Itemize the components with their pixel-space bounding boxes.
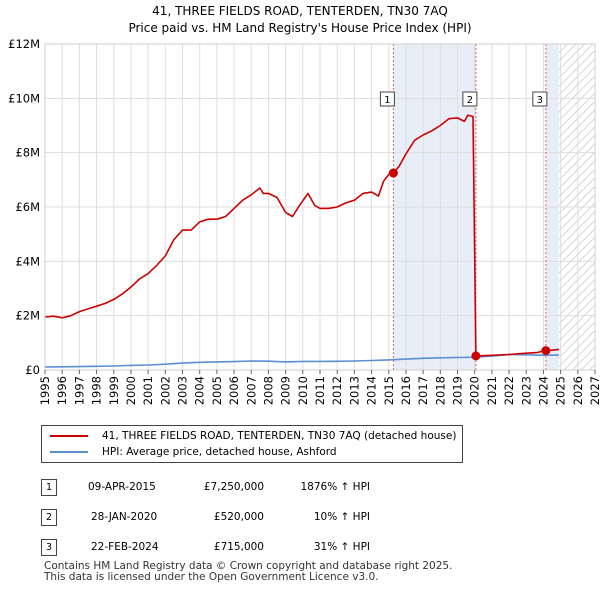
x-tick-label: 2010	[296, 376, 310, 405]
x-tick-label: 1996	[55, 376, 69, 405]
transaction-price: £715,000	[213, 541, 264, 553]
x-tick-label: 2026	[571, 376, 585, 405]
annotation-box	[462, 91, 478, 107]
transaction-date: 09-APR-2015	[88, 481, 156, 493]
x-tick-label: 2005	[210, 376, 224, 405]
x-tick-label: 2025	[554, 376, 568, 405]
legend-swatch-hpi	[50, 451, 88, 453]
x-tick-label: 2018	[433, 376, 447, 405]
sale-marker	[388, 168, 398, 178]
legend-label-property: 41, THREE FIELDS ROAD, TENTERDEN, TN30 7…	[102, 430, 457, 442]
x-tick-label: 2016	[399, 376, 413, 405]
x-tick-label: 2013	[347, 376, 361, 405]
sale-marker	[471, 351, 481, 361]
transaction-hpi: 31% ↑ HPI	[313, 541, 370, 553]
y-tick-label: £8M	[15, 146, 40, 160]
y-tick-label: £6M	[15, 200, 40, 214]
x-tick-label: 2007	[244, 376, 258, 405]
x-tick-label: 2014	[365, 376, 379, 405]
x-tick-label: 2003	[176, 376, 190, 405]
x-tick-label: 2017	[416, 376, 430, 405]
transaction-number-badge: 1	[41, 478, 57, 496]
property-series-line	[44, 114, 559, 357]
footer-licence: This data is licensed under the Open Gov…	[44, 571, 379, 583]
x-tick-label: 2001	[141, 376, 155, 405]
legend-swatch-property	[50, 435, 88, 437]
y-tick-label: £2M	[15, 309, 40, 323]
y-tick-label: £12M	[8, 37, 40, 51]
x-tick-label: 2027	[588, 376, 600, 405]
x-tick-label: 2000	[124, 376, 138, 405]
x-tick-label: 1999	[107, 376, 121, 405]
legend-label-hpi: HPI: Average price, detached house, Ashf…	[102, 446, 337, 458]
table-row: 3 22-FEB-2024 £715,000 31% ↑ HPI	[41, 532, 370, 562]
x-tick-label: 2002	[158, 376, 172, 405]
footer-copyright: Contains HM Land Registry data © Crown c…	[44, 560, 453, 572]
transaction-price: £520,000	[213, 511, 264, 523]
y-tick-label: £10M	[8, 91, 40, 105]
y-tick-label: £0	[25, 363, 40, 377]
x-tick-label: 2021	[485, 376, 499, 405]
transactions-table: 1 09-APR-2015 £7,250,000 1876% ↑ HPI 2 2…	[41, 472, 370, 562]
footer: Contains HM Land Registry data © Crown c…	[44, 561, 452, 583]
annotation-box	[379, 91, 395, 107]
table-row: 2 28-JAN-2020 £520,000 10% ↑ HPI	[41, 502, 370, 532]
sale-marker	[541, 346, 551, 356]
transaction-date: 22-FEB-2024	[91, 541, 159, 553]
x-tick-label: 1998	[90, 376, 104, 405]
x-tick-label: 1995	[38, 376, 52, 405]
legend: 41, THREE FIELDS ROAD, TENTERDEN, TN30 7…	[41, 425, 463, 463]
x-tick-label: 2019	[451, 376, 465, 405]
transaction-price: £7,250,000	[203, 481, 264, 493]
price-chart: 41, THREE FIELDS ROAD, TENTERDEN, TN30 7…	[8, 4, 600, 405]
x-tick-label: 2012	[330, 376, 344, 405]
x-tick-label: 2011	[313, 376, 327, 405]
transaction-number-badge: 2	[41, 508, 57, 526]
x-tick-label: 2022	[502, 376, 516, 405]
x-tick-label: 2009	[279, 376, 293, 405]
chart-subtitle: Price paid vs. HM Land Registry's House …	[128, 21, 471, 35]
x-tick-label: 2020	[468, 376, 482, 405]
annotation-label: 1	[384, 95, 390, 106]
x-tick-label: 2008	[261, 376, 275, 405]
chart-title: 41, THREE FIELDS ROAD, TENTERDEN, TN30 7…	[152, 4, 448, 18]
annotation-label: 3	[537, 95, 543, 106]
annotation-label: 2	[467, 95, 473, 106]
transaction-date: 28-JAN-2020	[91, 511, 158, 523]
transaction-hpi: 1876% ↑ HPI	[300, 481, 371, 493]
x-tick-label: 2004	[193, 376, 207, 405]
transaction-number-badge: 3	[41, 538, 57, 556]
x-tick-label: 1997	[72, 376, 86, 405]
transaction-hpi: 10% ↑ HPI	[313, 511, 370, 523]
x-tick-label: 2015	[382, 376, 396, 405]
y-tick-label: £4M	[15, 254, 40, 268]
x-tick-label: 2006	[227, 376, 241, 405]
x-tick-label: 2024	[536, 376, 550, 405]
table-row: 1 09-APR-2015 £7,250,000 1876% ↑ HPI	[41, 472, 370, 502]
x-tick-label: 2023	[519, 376, 533, 405]
annotation-box	[532, 91, 548, 107]
